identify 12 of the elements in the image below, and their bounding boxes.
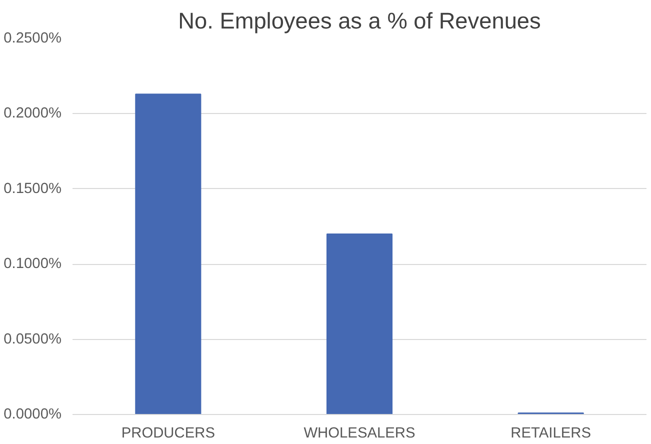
y-tick-label: 0.2500% [4, 30, 62, 46]
bar [326, 234, 393, 414]
y-tick-label: 0.1500% [4, 180, 62, 197]
x-tick-label: WHOLESALERS [304, 426, 416, 442]
y-tick-label: 0.0500% [4, 331, 62, 348]
chart-title: No. Employees as a % of Revenues [178, 8, 541, 34]
bar [135, 94, 202, 414]
y-tick-label: 0.0000% [4, 406, 62, 422]
y-tick-label: 0.2000% [4, 106, 62, 122]
x-tick-label: RETAILERS [510, 426, 592, 442]
x-tick-label: PRODUCERS [121, 426, 216, 442]
y-tick-label: 0.1000% [4, 256, 62, 272]
